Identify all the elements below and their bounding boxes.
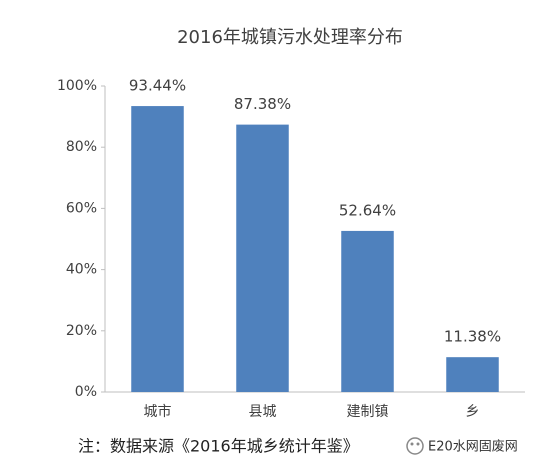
y-tick-label: 100% [57,78,97,94]
value-label: 87.38% [234,95,291,113]
x-tick-label: 县城 [249,404,277,420]
x-tick-label: 建制镇 [347,404,389,420]
source-note: 注：数据来源《2016年城乡统计年鉴》 [78,437,359,456]
y-tick-label: 60% [66,200,97,216]
x-tick-label: 城市 [144,403,172,420]
y-tick-label: 20% [66,323,97,339]
chart-title: 2016年城镇污水处理率分布 [177,27,403,48]
y-tick-label: 40% [66,262,97,278]
watermark-icon [406,437,424,455]
value-label: 11.38% [444,328,501,346]
x-tick-label: 乡 [466,404,480,420]
bar [446,357,499,392]
bar [131,106,184,392]
bar [236,124,289,393]
bar [341,230,394,392]
y-tick-label: 0% [75,384,97,400]
value-label: 52.64% [339,201,396,219]
value-label: 93.44% [129,77,186,95]
watermark: E20水网固废网 [428,439,518,455]
y-tick-label: 80% [66,139,97,155]
